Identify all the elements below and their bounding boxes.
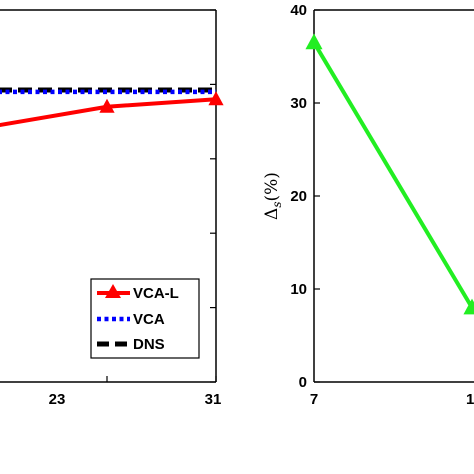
- y-label-symbol: Δ: [262, 208, 282, 220]
- data-point: [305, 33, 323, 50]
- right-x-tick-label: 1: [466, 391, 474, 408]
- right-y-tick-label: 40: [290, 2, 307, 19]
- right-y-ticks: 0 10 20 30 40: [290, 2, 320, 391]
- right-chart-panel: 0 10 20 30 40 Δs(%) 7 1: [262, 2, 474, 408]
- data-point-vca-l: [208, 91, 224, 106]
- series-line: [312, 41, 474, 309]
- right-y-tick-label: 20: [290, 188, 307, 205]
- legend: VCA-L VCA DNS: [90, 278, 200, 359]
- left-x-tick-label: 31: [205, 391, 222, 408]
- legend-marker-vca-l: [105, 284, 121, 298]
- right-y-axis-label: Δs(%): [262, 172, 284, 220]
- legend-label-vca: VCA: [133, 311, 165, 328]
- left-chart-panel: VCA-L VCA DNS 23 31: [0, 9, 224, 408]
- data-point: [463, 298, 474, 315]
- legend-label-dns: DNS: [133, 336, 165, 353]
- right-y-tick-label: 10: [290, 281, 307, 298]
- data-point-vca-l: [99, 98, 115, 113]
- left-x-tick-label: 23: [49, 391, 66, 408]
- right-y-tick-label: 30: [290, 95, 307, 112]
- right-x-tick-label: 7: [310, 391, 318, 408]
- y-label-subscript: s: [270, 201, 284, 207]
- right-y-tick-label: 0: [299, 374, 307, 391]
- right-series-group: [305, 33, 474, 315]
- y-label-unit: (%): [262, 172, 282, 201]
- left-series-group: [0, 9, 224, 383]
- legend-label-vca-l: VCA-L: [133, 285, 179, 302]
